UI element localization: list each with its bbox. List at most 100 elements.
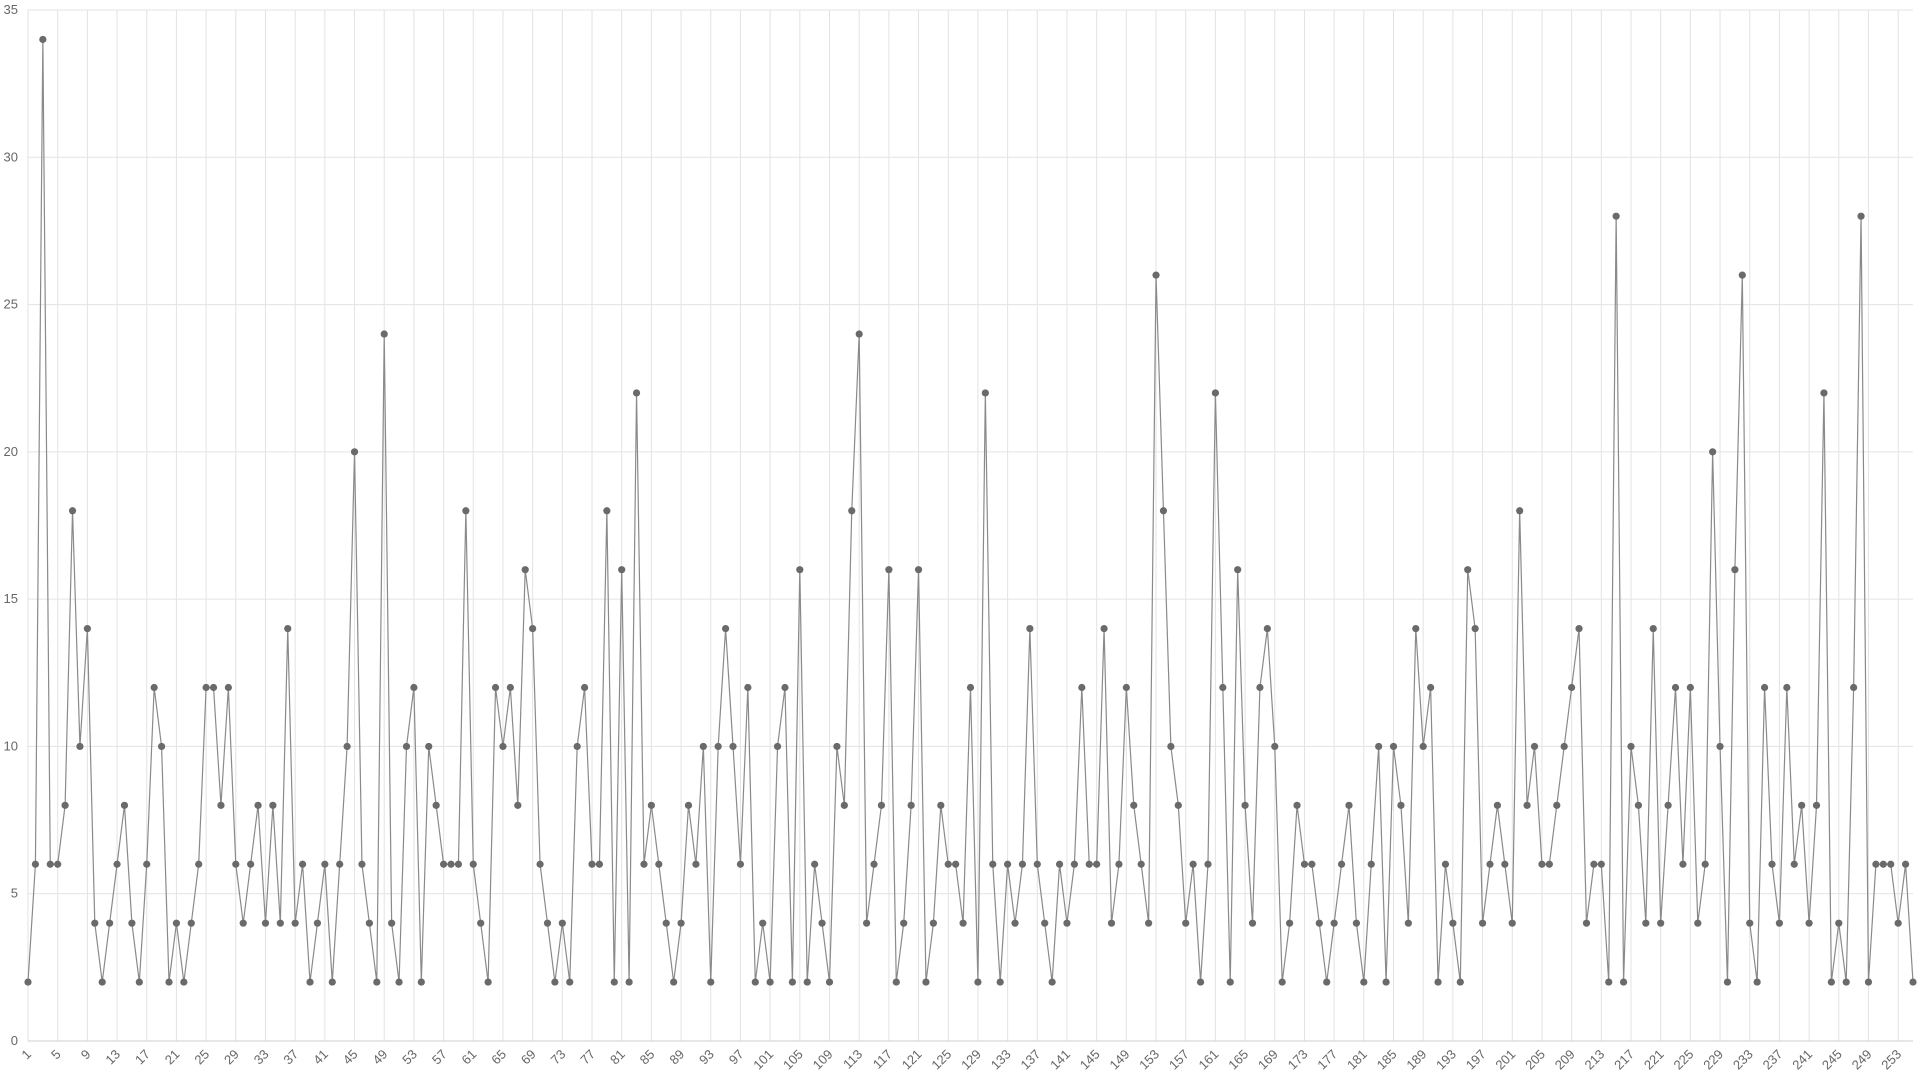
x-tick-label: 77 [577,1047,598,1068]
x-tick-label: 33 [251,1047,272,1068]
x-tick-label: 93 [696,1047,717,1068]
x-tick-label: 129 [958,1047,984,1073]
data-point [1523,801,1531,809]
data-point [1493,801,1502,809]
data-point [1063,919,1071,927]
data-point [803,978,811,986]
data-point [1605,978,1613,986]
data-point [1337,860,1346,868]
data-point [1093,860,1101,868]
data-point [24,978,32,986]
data-point [1159,507,1168,515]
x-tick-label: 245 [1819,1047,1845,1073]
data-point [1709,448,1717,456]
data-point [1196,978,1205,986]
x-tick-label: 17 [132,1047,153,1068]
data-point [625,978,633,986]
data-point [1397,801,1405,809]
y-tick-label: 0 [11,1033,18,1048]
data-point [1627,742,1635,751]
data-point [692,860,700,868]
data-point [1798,801,1806,809]
data-point [128,919,136,927]
data-point [1278,978,1286,986]
data-point [1011,919,1019,927]
data-point [1738,271,1746,279]
data-point [840,801,848,809]
data-point [714,742,722,751]
data-point [1293,801,1301,809]
data-point [187,919,195,927]
data-point [848,507,856,515]
x-tick-label: 169 [1255,1047,1281,1073]
data-point [98,978,106,986]
data-point [1553,801,1561,809]
x-tick-label: 113 [840,1047,865,1072]
x-tick-label: 153 [1136,1047,1162,1073]
data-point [1419,742,1427,751]
x-tick-label: 253 [1878,1047,1904,1073]
data-point [1048,978,1056,986]
data-point [1909,978,1917,986]
data-point [521,566,529,574]
data-point [944,860,952,868]
x-tick-label: 105 [780,1047,806,1073]
data-point [232,860,240,868]
data-point [91,919,99,927]
data-point [1152,271,1160,279]
x-tick-label: 145 [1077,1047,1103,1073]
data-point [1018,860,1027,868]
data-point [580,683,589,692]
data-point [1671,683,1680,692]
x-tick-label: 197 [1463,1047,1489,1073]
y-tick-label: 25 [4,297,18,312]
data-point [1271,742,1279,751]
data-point [1248,919,1257,927]
data-point [1449,919,1457,927]
data-point [1211,389,1220,397]
data-point [655,860,663,868]
data-point [1464,566,1472,574]
data-point [1582,919,1591,927]
data-point [1204,860,1212,868]
data-point [1657,919,1665,927]
x-tick-label: 73 [548,1047,569,1068]
data-point [54,860,62,868]
y-tick-label: 10 [4,738,18,753]
data-point [261,919,270,927]
data-point [1694,919,1702,927]
data-point [1835,919,1843,927]
data-point [966,683,975,692]
data-point [1901,860,1910,868]
data-point [61,801,69,809]
data-point [1864,978,1873,986]
data-point [1664,801,1672,809]
data-point [1234,566,1242,574]
data-point [1441,860,1450,868]
x-tick-label: 177 [1314,1047,1340,1073]
x-tick-label: 157 [1166,1047,1192,1073]
data-point [484,978,492,986]
data-point [1026,625,1034,633]
data-point [514,801,522,809]
data-point [1389,742,1398,751]
data-point [1612,212,1620,220]
data-point [195,860,203,868]
data-point [1055,860,1064,868]
data-point [1182,919,1190,927]
x-tick-label: 41 [310,1047,331,1068]
data-point [833,742,841,751]
x-tick-label: 89 [666,1047,687,1068]
data-point [1590,860,1598,868]
data-point [1323,978,1331,986]
data-point [1130,801,1138,809]
data-point [1330,919,1338,927]
data-point [1145,919,1153,927]
data-point [1382,978,1390,986]
data-point [855,330,863,338]
data-point [373,978,381,986]
x-tick-label: 209 [1552,1047,1578,1073]
data-point [1634,801,1643,809]
data-point [1879,860,1887,868]
data-point [447,860,455,868]
